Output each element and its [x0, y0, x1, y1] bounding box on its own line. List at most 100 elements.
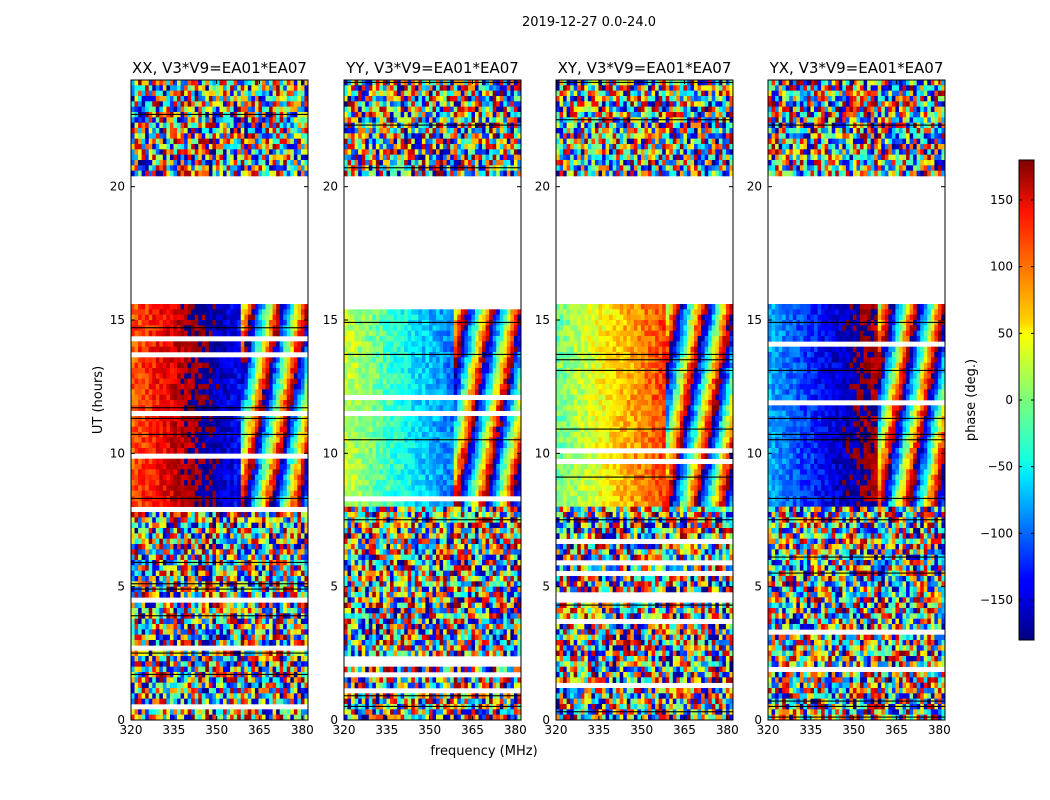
- heatmap-cell: [304, 314, 309, 321]
- heatmap-cell: [290, 501, 295, 507]
- heatmap-cell: [141, 362, 146, 369]
- heatmap-cell: [152, 570, 157, 577]
- heatmap-cell: [233, 320, 238, 326]
- heatmap-cell: [276, 384, 281, 390]
- heatmap-cell: [279, 106, 284, 113]
- heatmap-cell: [159, 378, 164, 385]
- heatmap-cell: [414, 128, 419, 134]
- heatmap-cell: [265, 106, 270, 113]
- heatmap-cell: [162, 602, 167, 609]
- heatmap-cell: [205, 570, 210, 577]
- heatmap-cell: [382, 133, 387, 139]
- heatmap-cell: [215, 394, 220, 401]
- heatmap-cell: [261, 512, 266, 518]
- heatmap-cell: [279, 661, 284, 667]
- heatmap-cell: [276, 490, 281, 497]
- heatmap-cell: [265, 544, 270, 550]
- heatmap-cell: [300, 448, 305, 454]
- heatmap-cell: [510, 90, 515, 97]
- heatmap-cell: [269, 442, 273, 449]
- heatmap-cell: [393, 117, 398, 123]
- heatmap-cell: [258, 165, 263, 171]
- heatmap-cell: [134, 341, 139, 347]
- heatmap-cell: [265, 688, 270, 694]
- heatmap-cell: [166, 314, 171, 321]
- heatmap-cell: [177, 480, 181, 486]
- heatmap-cell: [237, 698, 242, 705]
- heatmap-cell: [258, 688, 263, 694]
- heatmap-cell: [212, 149, 217, 155]
- heatmap-cell: [436, 85, 440, 91]
- heatmap-cell: [237, 624, 242, 630]
- heatmap-cell: [138, 320, 143, 326]
- heatmap-cell: [240, 149, 245, 155]
- heatmap-cell: [141, 314, 146, 321]
- heatmap-cell: [297, 490, 302, 497]
- heatmap-cell: [300, 592, 305, 598]
- heatmap-cell: [155, 576, 160, 582]
- heatmap-cell: [138, 693, 143, 699]
- heatmap-cell: [230, 437, 235, 443]
- heatmap-cell: [177, 101, 181, 107]
- heatmap-cell: [432, 128, 437, 134]
- heatmap-cell: [223, 565, 227, 571]
- heatmap-cell: [177, 122, 181, 129]
- heatmap-cell: [272, 682, 277, 689]
- heatmap-cell: [212, 565, 217, 571]
- heatmap-cell: [184, 85, 189, 91]
- heatmap-cell: [201, 458, 206, 465]
- heatmap-cell: [351, 90, 356, 97]
- heatmap-cell: [300, 480, 305, 486]
- heatmap-cell: [215, 624, 220, 630]
- heatmap-cell: [503, 85, 508, 91]
- heatmap-cell: [131, 170, 135, 177]
- heatmap-cell: [240, 165, 245, 171]
- heatmap-cell: [237, 458, 242, 465]
- heatmap-cell: [286, 576, 291, 582]
- heatmap-cell: [286, 133, 291, 139]
- heatmap-cell: [145, 517, 150, 523]
- heatmap-cell: [503, 90, 508, 97]
- heatmap-cell: [191, 608, 196, 614]
- heatmap-cell: [283, 384, 288, 390]
- heatmap-cell: [390, 101, 394, 107]
- heatmap-cell: [439, 96, 444, 102]
- heatmap-cell: [166, 138, 171, 145]
- heatmap-cell: [145, 437, 150, 443]
- heatmap-cell: [134, 90, 139, 97]
- heatmap-cell: [411, 128, 416, 134]
- heatmap-cell: [159, 138, 164, 145]
- heatmap-cell: [205, 666, 210, 673]
- heatmap-cell: [283, 629, 288, 635]
- heatmap-cell: [226, 480, 231, 486]
- heatmap-cell: [169, 106, 174, 113]
- heatmap-cell: [155, 384, 160, 390]
- heatmap-cell: [258, 661, 263, 667]
- heatmap-cell: [244, 624, 249, 630]
- heatmap-cell: [205, 501, 210, 507]
- heatmap-cell: [184, 90, 189, 97]
- heatmap-cell: [145, 154, 150, 161]
- heatmap-cell: [194, 426, 199, 433]
- heatmap-cell: [467, 85, 472, 91]
- heatmap-cell: [265, 549, 270, 555]
- heatmap-cell: [201, 85, 206, 91]
- heatmap-cell: [443, 128, 448, 134]
- heatmap-cell: [194, 346, 199, 353]
- heatmap-cell: [297, 682, 302, 689]
- heatmap-cell: [297, 656, 302, 662]
- heatmap-cell: [244, 346, 249, 353]
- heatmap-cell: [265, 538, 270, 545]
- heatmap-cell: [131, 629, 135, 635]
- heatmap-cell: [283, 165, 288, 171]
- heatmap-cell: [145, 501, 150, 507]
- heatmap-cell: [261, 309, 266, 315]
- heatmap-cell: [134, 688, 139, 694]
- heatmap-cell: [155, 400, 160, 406]
- heatmap-cell: [155, 448, 160, 454]
- heatmap-cell: [180, 618, 185, 625]
- heatmap-cell: [240, 624, 245, 630]
- heatmap-cell: [169, 154, 174, 161]
- heatmap-cell: [304, 85, 309, 91]
- heatmap-cell: [201, 378, 206, 385]
